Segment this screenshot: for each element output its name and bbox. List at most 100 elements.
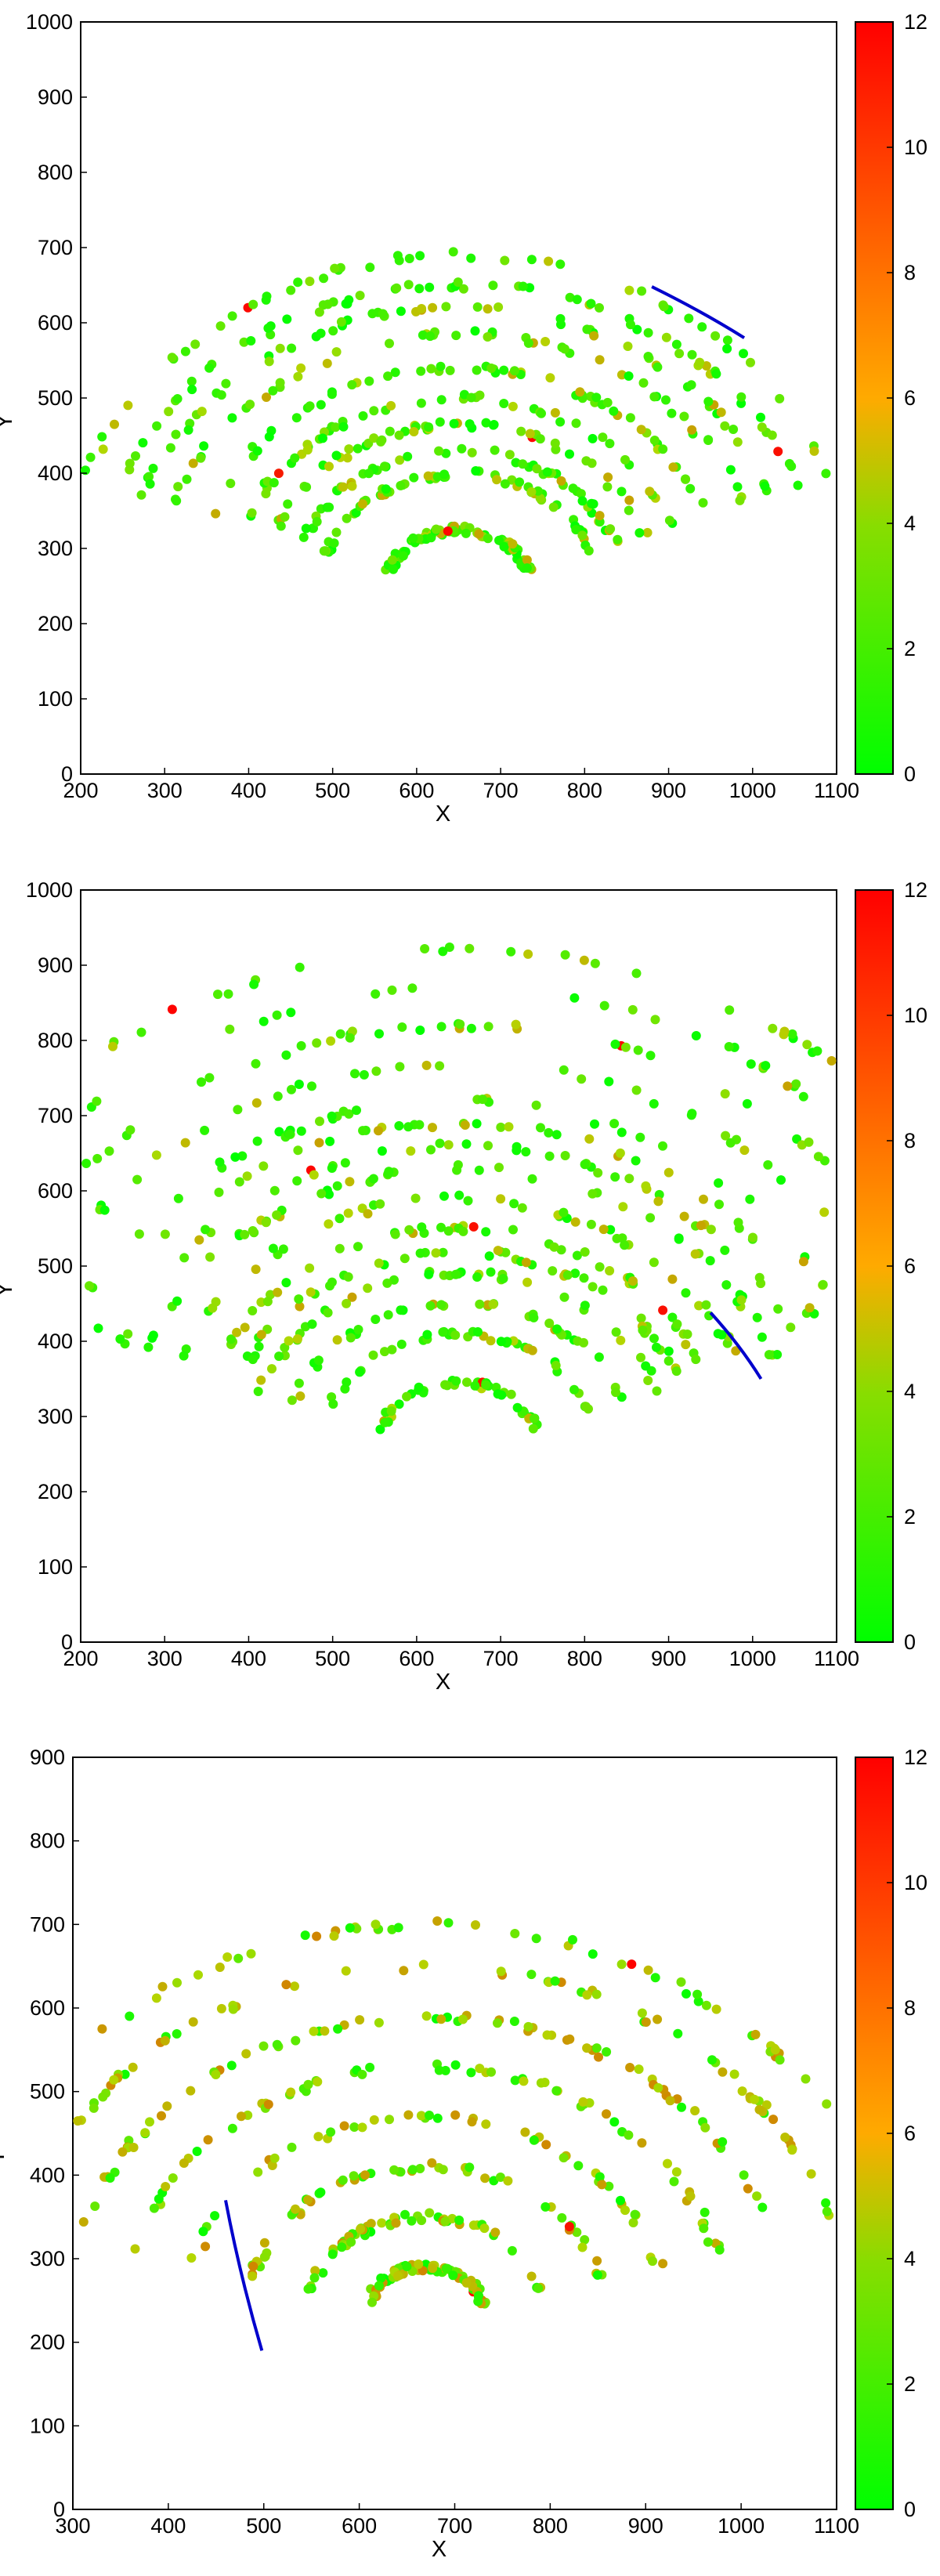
data-point <box>506 946 516 957</box>
data-point <box>577 496 588 506</box>
data-point <box>483 1141 493 1151</box>
data-point <box>480 2173 490 2183</box>
data-point <box>481 1227 491 1237</box>
data-point <box>443 1140 454 1150</box>
data-point <box>511 1019 521 1029</box>
data-point <box>435 1138 445 1149</box>
data-point <box>167 1004 177 1015</box>
data-point <box>653 2014 663 2024</box>
data-point <box>436 1222 446 1232</box>
data-point <box>580 1402 591 1412</box>
data-point <box>233 1105 243 1115</box>
data-point <box>425 1301 436 1311</box>
data-point <box>365 262 375 273</box>
data-point <box>390 367 400 378</box>
data-point <box>716 407 726 418</box>
data-point <box>256 1330 266 1340</box>
y-axis-label: Y <box>0 414 17 429</box>
data-points <box>81 942 837 1435</box>
data-point <box>272 1210 282 1220</box>
data-point <box>313 1355 324 1366</box>
data-point <box>592 2256 602 2266</box>
data-point <box>97 2024 107 2034</box>
data-point <box>172 2029 182 2039</box>
data-point <box>329 1931 339 1941</box>
data-point <box>223 989 233 999</box>
data-point <box>569 993 580 1003</box>
data-point <box>381 484 391 494</box>
y-tick-label: 500 <box>38 1254 73 1278</box>
data-point <box>198 2227 208 2237</box>
data-point <box>472 1272 483 1282</box>
y-tick-label: 800 <box>38 1029 73 1052</box>
data-point <box>309 1170 319 1180</box>
data-point <box>314 307 324 317</box>
data-point <box>668 462 678 472</box>
data-point <box>407 2165 418 2175</box>
data-point <box>439 469 450 479</box>
data-point <box>498 1274 508 1283</box>
data-point <box>192 2147 202 2156</box>
data-points <box>81 247 831 575</box>
data-point <box>275 343 285 353</box>
data-point <box>253 1387 263 1396</box>
data-point <box>562 1270 573 1280</box>
data-point <box>798 1091 808 1102</box>
data-point <box>327 389 337 400</box>
x-tick-label: 1100 <box>814 779 859 802</box>
data-point <box>432 1916 443 1926</box>
data-point <box>616 1959 627 1970</box>
data-point <box>773 447 783 457</box>
data-point <box>649 436 660 445</box>
data-point <box>745 1194 755 1204</box>
data-point <box>108 1041 118 1051</box>
data-point <box>736 1295 747 1305</box>
data-point <box>703 396 714 407</box>
data-point <box>143 1342 154 1352</box>
data-point <box>232 1327 242 1337</box>
data-point <box>374 2281 384 2291</box>
data-point <box>327 1163 337 1173</box>
data-point <box>501 1247 511 1257</box>
data-point <box>580 1247 590 1257</box>
data-point <box>550 407 560 418</box>
data-point <box>342 1377 352 1387</box>
data-point <box>441 302 451 312</box>
data-point <box>221 378 231 389</box>
data-point <box>559 1292 569 1302</box>
data-point <box>559 1207 569 1217</box>
y-tick-label: 500 <box>30 2080 65 2104</box>
data-point <box>624 371 634 381</box>
data-point <box>292 1176 302 1186</box>
data-point <box>725 465 736 475</box>
data-point <box>145 479 155 489</box>
data-point <box>560 1151 570 1160</box>
data-point <box>197 1077 206 1087</box>
data-point <box>575 387 585 397</box>
y-tick-label: 400 <box>38 461 73 485</box>
data-point <box>226 1334 236 1344</box>
data-point <box>494 1163 504 1173</box>
track-line <box>651 285 746 339</box>
data-point <box>451 331 461 341</box>
data-point <box>303 2079 313 2089</box>
plot-frame <box>80 889 837 1643</box>
data-point <box>470 1380 480 1391</box>
colorbar-tick-label: 8 <box>904 1129 916 1152</box>
data-point <box>579 955 589 965</box>
data-point <box>403 280 414 290</box>
data-point <box>531 1100 541 1110</box>
data-point <box>263 323 273 333</box>
data-point <box>504 450 515 460</box>
data-point <box>421 2011 432 2021</box>
data-point <box>254 1341 264 1351</box>
data-point <box>387 1344 397 1355</box>
data-point <box>258 1016 269 1026</box>
data-point <box>572 1250 582 1261</box>
data-point <box>523 949 533 959</box>
y-tick-label: 0 <box>61 762 73 786</box>
data-point <box>821 469 831 479</box>
data-point <box>295 962 305 972</box>
data-point <box>623 342 633 351</box>
data-point <box>493 1246 503 1256</box>
